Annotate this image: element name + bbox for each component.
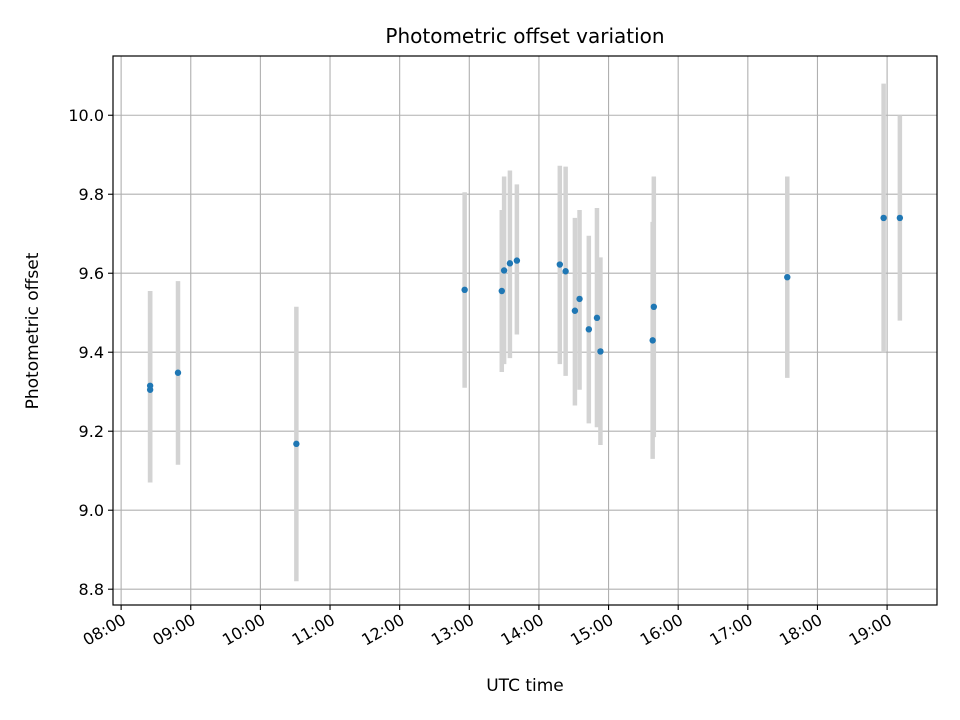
data-point	[571, 307, 579, 314]
y-tick-label: 9.2	[79, 422, 104, 441]
y-tick-label: 10.0	[68, 106, 104, 125]
data-point	[650, 303, 658, 311]
data-point	[498, 287, 505, 295]
x-tick-label: 14:00	[497, 610, 546, 650]
data-point	[293, 440, 300, 448]
data-point	[461, 286, 468, 294]
y-tick-label: 9.8	[79, 185, 104, 204]
data-point	[784, 273, 791, 281]
data-point	[585, 326, 593, 333]
x-tick-label: 09:00	[149, 610, 198, 650]
x-tick-label: 18:00	[776, 610, 825, 650]
x-tick-label: 10:00	[219, 610, 268, 650]
y-tick-label: 9.4	[79, 343, 104, 362]
data-point	[506, 260, 514, 267]
x-tick-label: 12:00	[358, 610, 407, 650]
plot-frame	[112, 55, 938, 606]
error-bars	[147, 83, 903, 582]
data-point	[593, 314, 601, 322]
data-point	[576, 295, 583, 303]
x-tick-label: 17:00	[706, 610, 755, 650]
data-points	[146, 214, 904, 448]
chart-title: Photometric offset variation	[385, 24, 664, 48]
y-tick-label: 9.6	[79, 264, 104, 283]
data-point	[896, 214, 904, 222]
grid	[113, 56, 937, 605]
y-tick-label: 9.0	[79, 501, 104, 520]
data-point	[513, 257, 521, 264]
x-tick-label: 15:00	[567, 610, 616, 650]
x-tick-label: 19:00	[846, 610, 895, 650]
data-point	[146, 386, 154, 393]
data-point	[174, 369, 182, 376]
x-tick-label: 08:00	[80, 610, 129, 650]
y-tick-label: 8.8	[79, 580, 104, 599]
x-axis-title: UTC time	[486, 676, 564, 696]
data-point	[500, 267, 508, 274]
x-tick-label: 13:00	[428, 610, 477, 650]
data-point	[556, 261, 564, 268]
data-point	[880, 214, 887, 222]
data-point	[562, 268, 569, 275]
axis-ticks: 08:00 09:00 10:00 11:00 12:00 13:00 14:00 15:00…	[68, 106, 895, 649]
y-axis-title: Photometric offset	[23, 252, 43, 409]
data-point	[597, 348, 604, 355]
x-tick-label: 16:00	[637, 610, 686, 650]
data-point	[649, 337, 656, 344]
x-tick-label: 11:00	[289, 610, 338, 650]
